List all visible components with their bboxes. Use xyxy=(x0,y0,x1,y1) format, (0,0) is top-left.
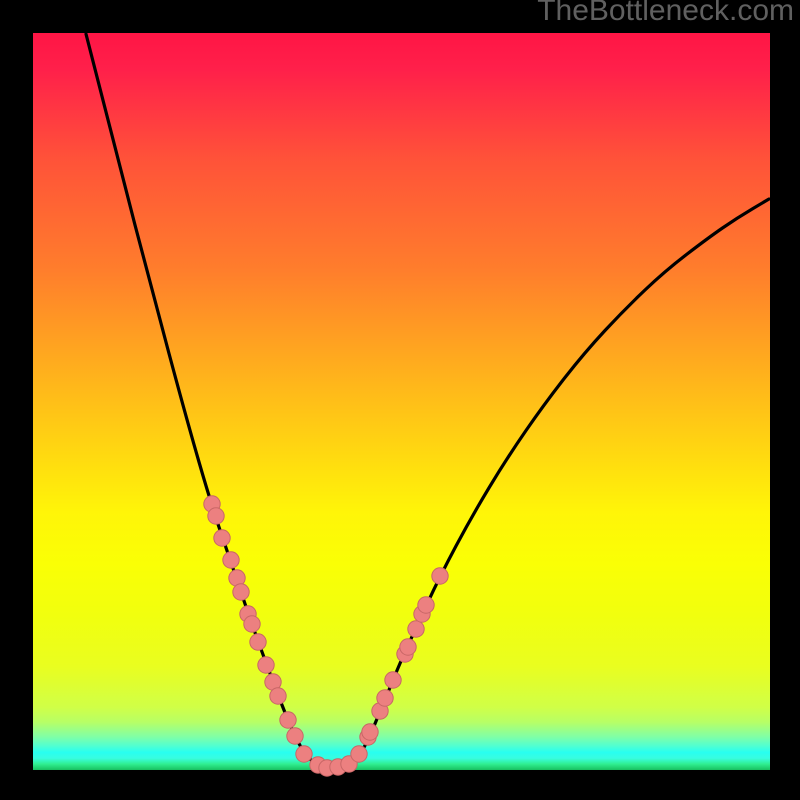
data-marker xyxy=(214,530,230,546)
data-marker xyxy=(408,621,424,637)
watermark-text: TheBottleneck.com xyxy=(537,0,794,28)
data-marker xyxy=(208,508,224,524)
data-marker xyxy=(270,688,286,704)
data-marker xyxy=(223,552,239,568)
data-marker xyxy=(296,746,312,762)
data-marker xyxy=(351,746,367,762)
data-marker xyxy=(250,634,266,650)
data-marker xyxy=(244,616,260,632)
chart-svg xyxy=(0,0,800,800)
data-marker xyxy=(418,597,434,613)
data-marker xyxy=(287,728,303,744)
data-marker xyxy=(233,584,249,600)
data-marker xyxy=(400,639,416,655)
data-marker xyxy=(377,690,393,706)
data-marker xyxy=(280,712,296,728)
data-marker xyxy=(432,568,448,584)
chart-stage: TheBottleneck.com xyxy=(0,0,800,800)
data-marker xyxy=(385,672,401,688)
data-marker xyxy=(258,657,274,673)
data-marker xyxy=(362,724,378,740)
